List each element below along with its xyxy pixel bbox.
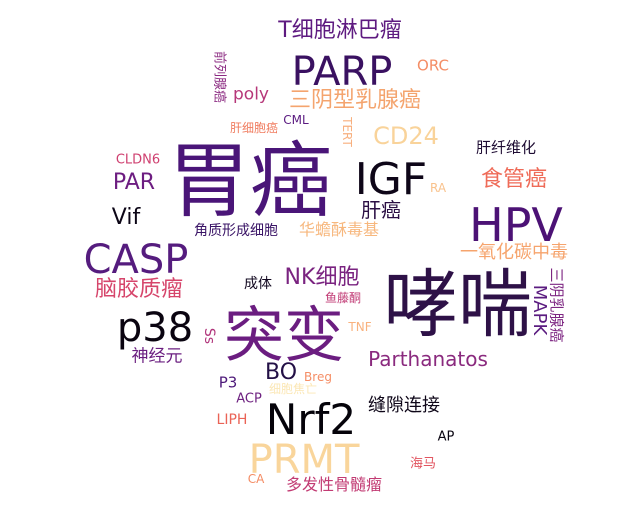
word-tert: TERT [340, 117, 354, 147]
word-shiguan: 食管癌 [480, 167, 548, 192]
word-huachan: 华蟾酥毒基 [298, 220, 380, 239]
word-duofa: 多发性骨髓瘤 [285, 475, 383, 494]
word-shenjing: 神经元 [131, 346, 183, 367]
word-ca: CA [247, 472, 265, 486]
word-liph: LIPH [216, 412, 248, 428]
word-orc: ORC [417, 56, 449, 75]
word-faint: 细胞焦亡 [268, 382, 318, 396]
word-acp: ACP [236, 391, 262, 407]
word-igf: IGF [354, 154, 428, 205]
word-haima: 海马 [409, 456, 437, 472]
word-prmt: PRMT [248, 437, 360, 483]
word-cml: CML [283, 113, 309, 127]
word-co: 一氧化碳中毒 [460, 242, 568, 263]
word-nrf2: Nrf2 [265, 395, 357, 444]
word-par: PAR [112, 170, 156, 195]
word-poly: poly [233, 84, 269, 105]
word-ss: Ss [201, 327, 217, 345]
word-p3: P3 [218, 373, 238, 392]
word-xiaochuan: 哮喘 [384, 262, 532, 348]
word-tnf: TNF [348, 320, 372, 334]
word-sanyin: 三阴型乳腺癌 [288, 88, 422, 113]
word-yuteng: 鱼藤酮 [324, 291, 362, 305]
word-qianliexian: 前列腺癌 [211, 50, 227, 104]
word-tubian: 突变 [224, 301, 344, 371]
word-ganxibao: 肝细胞癌 [229, 121, 279, 135]
word-parth: Parthanatos [368, 347, 488, 371]
word-ap: AP [437, 429, 455, 445]
word-weiai: 胃癌 [167, 134, 333, 229]
word-breg: Breg [304, 370, 332, 384]
word-tlymph: T细胞淋巴瘤 [278, 18, 402, 43]
word-casp: CASP [83, 237, 189, 283]
word-bo: BO [264, 360, 298, 385]
word-mapk: MAPK [529, 284, 550, 336]
word-chengti: 成体 [244, 276, 272, 292]
word-ra: RA [429, 181, 447, 195]
word-p38: p38 [116, 305, 194, 351]
word-ganai: 肝癌 [361, 198, 401, 222]
word-nk: NK细胞 [284, 265, 360, 290]
word-ganxianwei: 肝纤维化 [475, 138, 537, 157]
word-sanyinru: 三阴乳腺癌 [547, 267, 566, 343]
word-vif: Vif [111, 205, 141, 230]
word-hpv: HPV [469, 198, 563, 252]
word-fengxi: 缝隙连接 [368, 395, 440, 416]
word-jiaozhixi: 角质形成细胞 [194, 223, 278, 239]
word-cd24: CD24 [373, 122, 439, 150]
word-parp: PARP [291, 49, 393, 95]
word-jiaozhi: 脑胶质瘤 [94, 277, 184, 302]
word-cldn6: CLDN6 [115, 152, 161, 168]
